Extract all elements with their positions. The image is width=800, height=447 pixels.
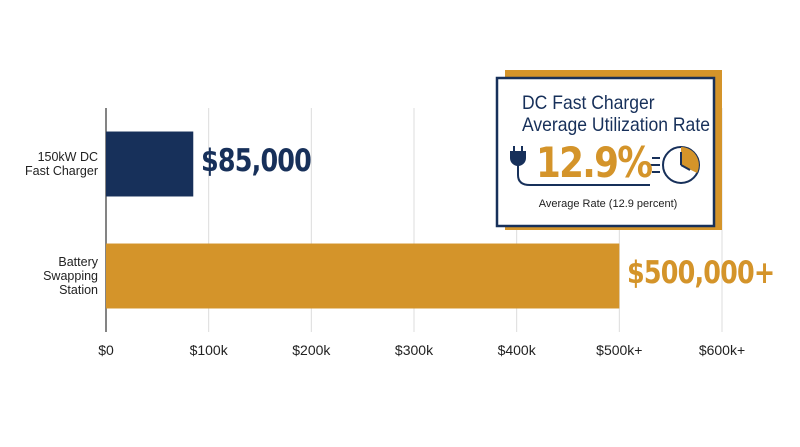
plug-icon (510, 146, 650, 186)
card-caption: Average Rate (12.9 percent) (538, 198, 678, 210)
x-tick-label: $400k (497, 342, 536, 358)
card-title-line: Average Utilization Rate (522, 114, 710, 136)
card-title-line: DC Fast Charger (522, 92, 655, 114)
value-label: $85,000 (201, 143, 312, 179)
x-tick-label: $300k (394, 342, 434, 358)
y-tick-label: 150kW DC Fast Charger (25, 150, 98, 178)
x-tick-label: $0 (98, 342, 114, 358)
card-value: 12.9% (536, 138, 653, 187)
card-title: DC Fast Charger Average Utilization Rate (522, 92, 710, 136)
bar (106, 131, 194, 197)
value-label: $500,000+ (627, 255, 775, 291)
x-tick-label: $200k (292, 342, 331, 358)
inset-card (495, 70, 722, 230)
x-tick-label: $500k+ (596, 342, 643, 358)
x-tick-label: $600k+ (698, 342, 746, 358)
y-tick-label: Battery Swapping Station (43, 255, 98, 297)
clock-icon (648, 146, 700, 184)
x-tick-label: $100k (189, 342, 228, 358)
card-box (495, 76, 716, 228)
bar (106, 243, 620, 309)
